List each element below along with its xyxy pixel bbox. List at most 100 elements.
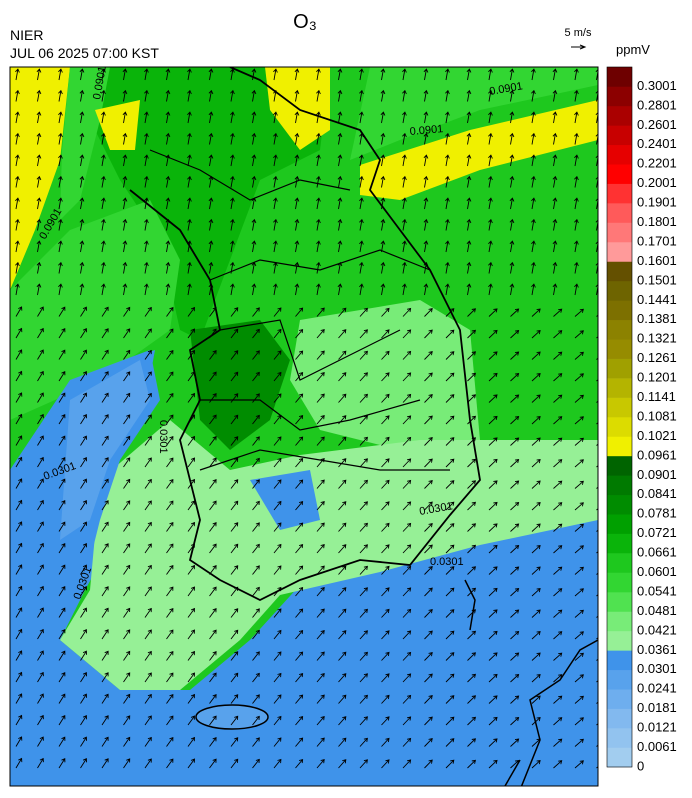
wind-arrow <box>144 715 152 726</box>
wind-arrow <box>316 715 325 726</box>
wind-arrow <box>187 736 195 747</box>
wind-arrow <box>273 479 282 489</box>
wind-arrow <box>402 759 412 769</box>
wind-arrow <box>123 672 131 683</box>
wind-arrow <box>488 175 493 188</box>
agency: NIER <box>10 27 43 43</box>
wind-arrow <box>359 694 368 704</box>
wind-arrow <box>424 587 433 597</box>
wind-arrow <box>101 197 106 210</box>
wind-arrow <box>101 111 106 124</box>
colorbar-label: 0 <box>637 758 644 773</box>
wind-arrow <box>187 306 195 317</box>
wind-arrow <box>509 218 515 231</box>
colorbar-label: 0.1201 <box>637 370 677 385</box>
wind-arrow <box>424 329 433 339</box>
wind-arrow <box>15 392 23 403</box>
wind-arrow <box>187 240 192 253</box>
wind-arrow <box>165 261 171 274</box>
wind-arrow <box>531 308 541 317</box>
wind-arrow <box>467 673 476 683</box>
wind-arrow <box>187 715 195 726</box>
jeju-island <box>195 704 269 730</box>
wind-arrow <box>488 261 493 274</box>
wind-arrow <box>15 68 20 81</box>
wind-arrow <box>187 607 195 618</box>
wind-arrow <box>595 90 598 102</box>
wind-arrow <box>574 502 584 511</box>
wind-arrow <box>423 175 429 188</box>
wind-arrow <box>37 435 44 446</box>
wind-arrow <box>338 329 347 339</box>
wind-arrow <box>509 175 515 188</box>
colorbar-box <box>607 378 632 398</box>
colorbar-label: 0.1021 <box>637 428 677 443</box>
wind-arrow <box>208 261 214 274</box>
wind-arrow <box>252 565 260 575</box>
wind-arrow <box>273 132 278 145</box>
wind-arrow <box>359 587 368 597</box>
wind-arrow <box>230 328 239 339</box>
wind-arrow <box>359 544 368 554</box>
wind-arrow <box>531 652 541 661</box>
colorbar-frame <box>606 66 633 768</box>
wind-arrow <box>488 458 498 468</box>
wind-arrow <box>402 218 407 231</box>
wind-arrow <box>123 650 131 661</box>
wind-arrow <box>574 68 579 81</box>
wind-arrow <box>488 351 498 360</box>
wind-arrow <box>381 544 390 554</box>
wind-arrow <box>122 261 128 274</box>
wind-arrow <box>58 650 66 661</box>
wind-arrow <box>252 672 260 683</box>
wind-arrow <box>273 457 282 468</box>
field-yellow-nw <box>95 100 140 150</box>
wind-arrow <box>380 283 386 296</box>
wind-arrow <box>402 307 412 317</box>
wind-arrow <box>80 328 87 339</box>
wind-arrow <box>574 738 584 747</box>
wind-arrow <box>252 629 260 640</box>
wind-arrow <box>252 694 260 704</box>
colorbar-box <box>607 747 632 768</box>
wind-arrow <box>552 111 558 124</box>
wind-arrow <box>79 218 85 231</box>
wind-arrow <box>574 330 584 339</box>
wind-arrow <box>381 694 390 704</box>
wind-arrow <box>337 283 343 296</box>
wind-arrow <box>36 197 42 210</box>
wind-arrow <box>273 371 282 382</box>
wind-arrow <box>58 672 66 683</box>
wind-arrow <box>273 68 278 81</box>
colorbar-box <box>607 183 632 204</box>
wind-arrow <box>15 175 20 188</box>
wind-arrow <box>37 456 44 468</box>
wind-arrow <box>294 175 300 188</box>
wind-arrow <box>510 501 520 511</box>
wind-arrow <box>58 371 66 382</box>
wind-arrow <box>337 261 343 274</box>
wind-arrow <box>295 479 304 489</box>
colorbar-box <box>607 242 632 262</box>
wind-arrow <box>166 607 174 618</box>
wind-arrow <box>273 737 282 747</box>
wind-arrow <box>488 544 498 554</box>
wind-arrow <box>467 609 476 618</box>
wind-arrow <box>316 240 321 253</box>
wind-arrow <box>101 715 109 726</box>
wind-arrow <box>510 630 520 640</box>
colorbar-box <box>607 708 632 729</box>
wind-arrow <box>58 218 63 231</box>
wind-arrow <box>58 736 66 747</box>
wind-arrow <box>380 218 386 231</box>
wind-arrow <box>380 111 386 124</box>
wind-arrow <box>209 457 217 468</box>
wind-arrow <box>273 240 278 253</box>
colorbar-label: 0.2401 <box>637 136 677 151</box>
wind-arrow <box>467 480 476 489</box>
wind-arrow <box>488 630 498 640</box>
wind-arrow <box>574 351 584 360</box>
wind-arrow <box>144 650 152 661</box>
wind-arrow <box>209 371 217 382</box>
wind-arrow <box>467 351 476 360</box>
